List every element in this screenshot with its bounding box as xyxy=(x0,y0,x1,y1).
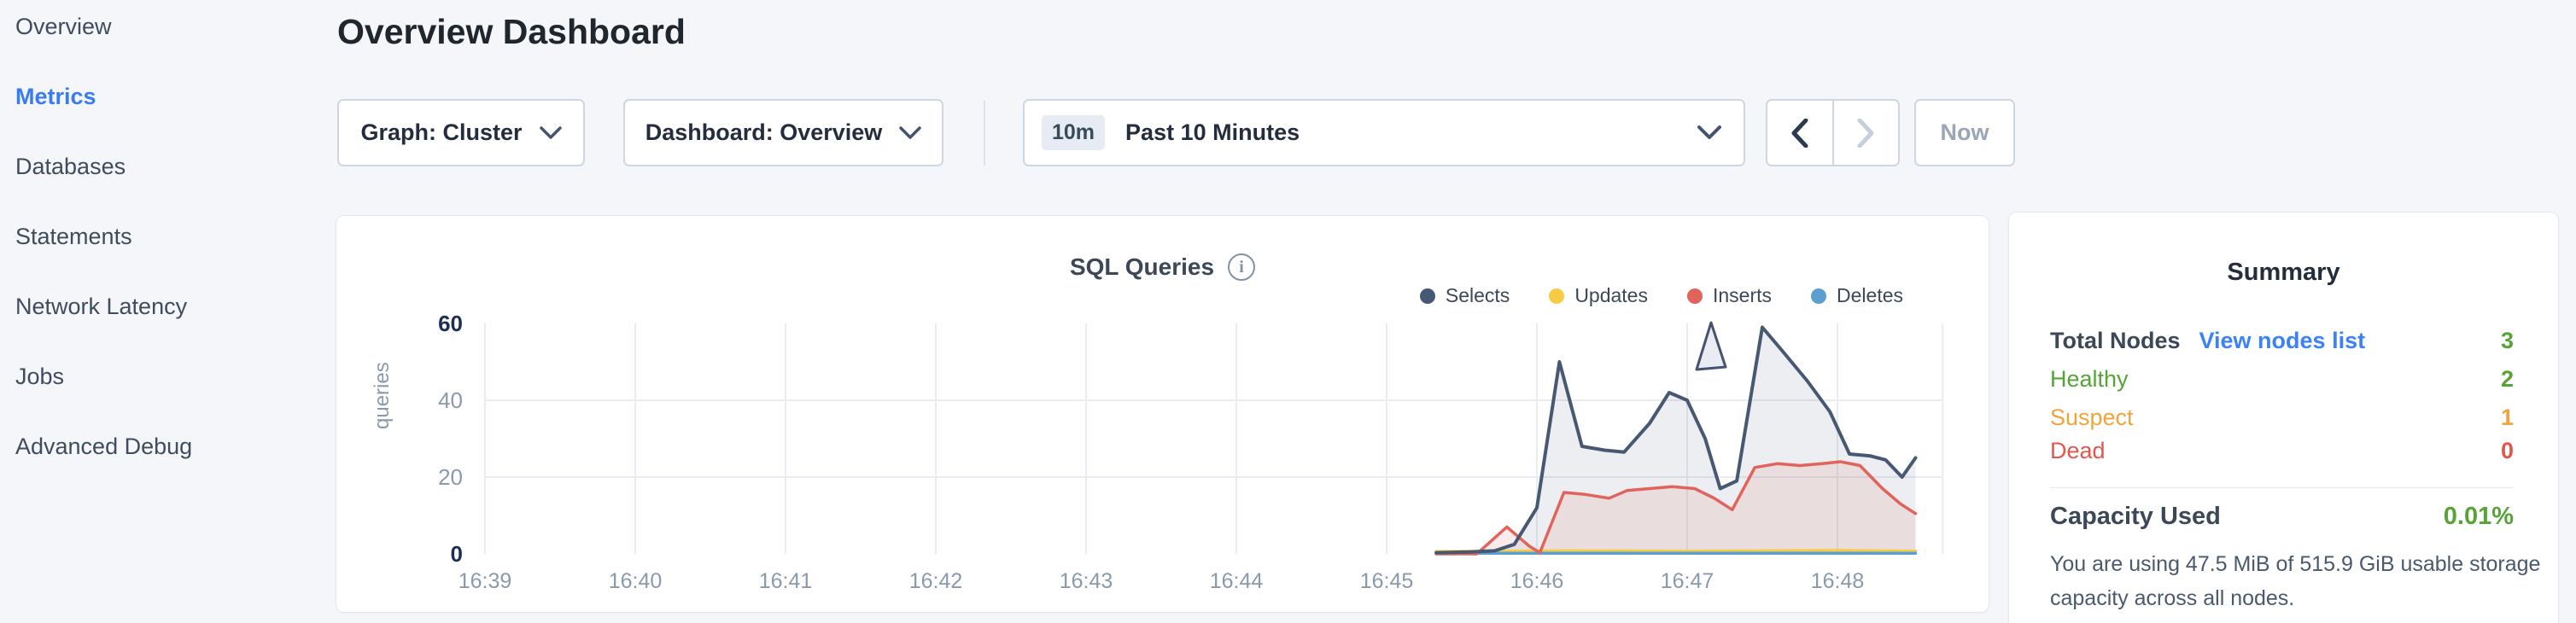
total-nodes-value: 3 xyxy=(2500,328,2514,353)
x-axis-tick: 16:40 xyxy=(608,569,663,593)
y-axis-tick: 0 xyxy=(450,541,463,567)
x-axis-tick: 16:42 xyxy=(908,569,963,593)
chevron-down-icon xyxy=(539,125,562,139)
chart-title: SQL Queries xyxy=(1069,253,1215,280)
time-window-pager xyxy=(1766,99,1900,166)
sidebar: Overview Metrics Databases Statements Ne… xyxy=(0,0,333,623)
info-icon[interactable]: i xyxy=(1228,253,1256,281)
legend-item-deletes[interactable]: Deletes xyxy=(1811,284,1903,307)
updates-dot-icon xyxy=(1549,288,1565,304)
dashboard-dropdown[interactable]: Dashboard: Overview xyxy=(623,99,943,166)
legend-item-inserts[interactable]: Inserts xyxy=(1686,284,1772,307)
x-axis-tick: 16:44 xyxy=(1209,569,1264,593)
capacity-used-value: 0.01% xyxy=(2443,503,2514,530)
summary-row-healthy: Healthy 2 xyxy=(2050,364,2514,394)
summary-panel: Summary Total Nodes View nodes list 3 He… xyxy=(2008,212,2559,623)
sidebar-item-statements[interactable]: Statements xyxy=(15,224,132,249)
inserts-dot-icon xyxy=(1686,288,1703,304)
sidebar-item-jobs[interactable]: Jobs xyxy=(15,364,65,389)
summary-row-suspect: Suspect 1 xyxy=(2050,402,2514,433)
x-axis-tick: 16:41 xyxy=(758,569,813,593)
previous-time-window-button[interactable] xyxy=(1767,101,1834,165)
capacity-description: You are using 47.5 MiB of 515.9 GiB usab… xyxy=(2050,552,2541,610)
graph-dropdown-label: Graph: Cluster xyxy=(360,119,523,145)
page-title: Overview Dashboard xyxy=(337,12,686,51)
suspect-nodes-value: 1 xyxy=(2500,405,2514,430)
sidebar-item-databases[interactable]: Databases xyxy=(15,154,126,179)
sidebar-item-advanced-debug[interactable]: Advanced Debug xyxy=(15,434,193,459)
controls-divider xyxy=(984,101,985,166)
summary-row-total-nodes: Total Nodes View nodes list 3 xyxy=(2050,325,2514,356)
legend-item-selects[interactable]: Selects xyxy=(1419,284,1510,307)
legend-item-updates[interactable]: Updates xyxy=(1549,284,1648,307)
view-nodes-list-link[interactable]: View nodes list xyxy=(2199,328,2366,353)
graph-dropdown[interactable]: Graph: Cluster xyxy=(337,99,585,166)
sql-queries-plot[interactable]: 0 20 40 60 16:39 16:40 16:41 16:42 16:43 16:44 16:… xyxy=(438,311,1956,593)
chevron-down-icon xyxy=(899,125,922,139)
deletes-dot-icon xyxy=(1811,288,1827,304)
healthy-nodes-value: 2 xyxy=(2500,366,2514,392)
x-axis-tick: 16:48 xyxy=(1810,569,1865,593)
dashboard-dropdown-label: Dashboard: Overview xyxy=(645,119,883,145)
x-axis-tick: 16:43 xyxy=(1059,569,1113,593)
chevron-down-icon xyxy=(1697,125,1721,139)
dead-nodes-value: 0 xyxy=(2500,438,2514,463)
next-time-window-button[interactable] xyxy=(1834,101,1899,165)
now-button[interactable]: Now xyxy=(1914,99,2015,166)
summary-row-dead: Dead 0 xyxy=(2050,435,2514,466)
capacity-used-row: Capacity Used 0.01% xyxy=(2050,503,2514,530)
selects-dot-icon xyxy=(1419,288,1435,304)
y-axis-tick: 60 xyxy=(438,311,463,336)
x-axis-tick: 16:46 xyxy=(1510,569,1564,593)
x-axis-tick: 16:39 xyxy=(458,569,512,593)
y-axis-tick: 40 xyxy=(438,387,463,413)
y-axis-tick: 20 xyxy=(438,464,463,490)
time-range-badge: 10m xyxy=(1042,115,1106,150)
summary-divider xyxy=(2050,487,2514,488)
x-axis-tick: 16:47 xyxy=(1660,569,1714,593)
chevron-right-icon xyxy=(1857,118,1874,148)
x-axis-tick: 16:45 xyxy=(1359,569,1414,593)
sidebar-item-overview[interactable]: Overview xyxy=(15,14,112,39)
sql-queries-chart-card: SQL Queries i Selects Updates Inserts De… xyxy=(336,215,1989,613)
chart-legend: Selects Updates Inserts Deletes xyxy=(1419,284,1903,307)
time-range-picker[interactable]: 10m Past 10 Minutes xyxy=(1023,99,1745,166)
time-range-label: Past 10 Minutes xyxy=(1125,119,1300,145)
summary-heading: Summary xyxy=(2227,259,2340,286)
sidebar-item-network-latency[interactable]: Network Latency xyxy=(15,294,188,319)
sidebar-item-metrics[interactable]: Metrics xyxy=(15,84,96,109)
y-axis-label: queries xyxy=(371,362,394,429)
chevron-left-icon xyxy=(1791,118,1808,148)
